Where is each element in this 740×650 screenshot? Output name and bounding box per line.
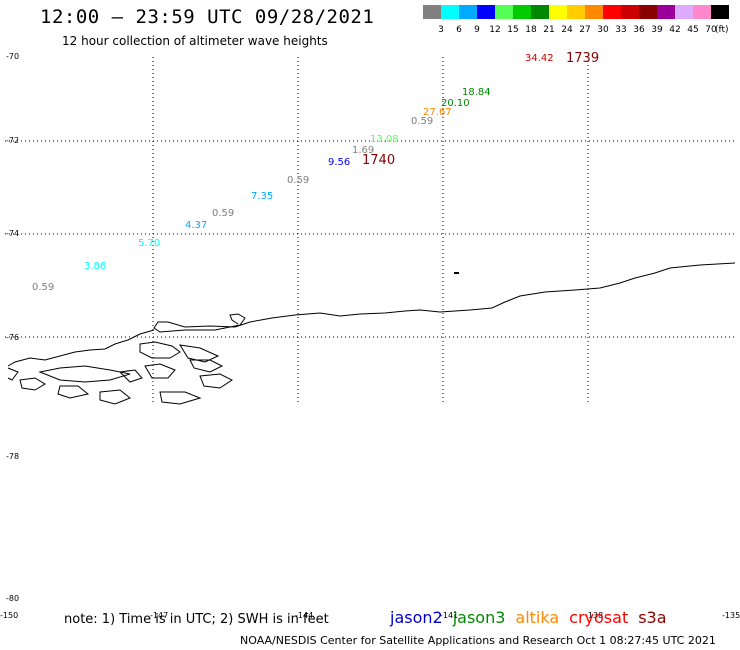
- legend-swatch: [603, 5, 621, 19]
- wave-height-label: 1.69: [352, 145, 374, 156]
- legend-label: 9: [474, 25, 480, 35]
- legend-label: 45: [687, 25, 698, 35]
- ice-island-5: [199, 373, 233, 389]
- latitude-label: -74: [6, 229, 19, 238]
- coastline-main: [153, 262, 736, 333]
- satellite-jason3: jason3: [452, 608, 506, 627]
- wave-height-label: 1740: [362, 153, 395, 168]
- legend-label: 42: [669, 25, 680, 35]
- wave-height-label: 0.59: [212, 208, 234, 219]
- map-subtitle: 12 hour collection of altimeter wave hei…: [62, 34, 328, 48]
- legend-swatch: [477, 5, 495, 19]
- legend-label: 30: [597, 25, 609, 35]
- wave-height-label: 34.42: [525, 53, 554, 64]
- wave-height-label: 7.35: [251, 191, 273, 202]
- wave-height-label: 18.84: [462, 87, 491, 98]
- ice-island-10: [7, 367, 19, 381]
- satellite-legend: jason2 jason3 altika cryosat s3a: [390, 608, 677, 627]
- legend-swatch: [513, 5, 531, 19]
- latitude-label: -80: [6, 594, 19, 603]
- ice-island-2: [179, 344, 220, 363]
- legend-swatch: [711, 5, 729, 19]
- longitude-label: -144: [295, 611, 313, 620]
- ice-island-4: [144, 363, 176, 379]
- wave-height-label: 13.08: [370, 134, 399, 145]
- wave-height-label: 5.70: [138, 238, 160, 249]
- footnote: note: 1) Time is in UTC; 2) SWH is in fe…: [64, 612, 329, 627]
- legend-swatch: [639, 5, 657, 19]
- wave-height-label: 3.86: [84, 261, 106, 272]
- legend-swatch: [657, 5, 675, 19]
- latitude-label: -70: [6, 52, 19, 61]
- islet: [454, 272, 459, 274]
- legend-swatch: [549, 5, 567, 19]
- legend-swatch: [423, 5, 441, 19]
- legend-swatch: [693, 5, 711, 19]
- legend-label: 12: [489, 25, 500, 35]
- legend-label: 21: [543, 25, 554, 35]
- satellite-jason2: jason2: [390, 608, 443, 627]
- coastline-shelf: [7, 329, 155, 367]
- ice-island-12: [189, 359, 224, 373]
- legend-swatch: [567, 5, 585, 19]
- ice-island-3: [38, 365, 131, 383]
- legend-swatch: [459, 5, 477, 19]
- wave-height-label: 4.37: [185, 220, 207, 231]
- wave-height-label: 0.59: [411, 116, 433, 127]
- axis-labels: -70 -72 -74 -76 -78 -80 -150 -147 -144 -141 -138 -1…: [0, 52, 740, 620]
- wave-height-label: 1739: [566, 51, 599, 66]
- ice-island-1: [139, 341, 181, 359]
- latitude-label: -72: [6, 136, 19, 145]
- legend-label: 6: [456, 25, 462, 35]
- ice-island-11: [118, 369, 143, 383]
- legend-label: 18: [525, 25, 537, 35]
- legend-label: 33: [615, 25, 626, 35]
- legend-swatch: [531, 5, 549, 19]
- wave-height-label: 20.10: [441, 98, 470, 109]
- wave-height-label: 0.59: [32, 282, 54, 293]
- legend-swatch: [441, 5, 459, 19]
- longitude-label: -135: [722, 611, 740, 620]
- longitude-label: -138: [585, 611, 603, 620]
- legend-label: 27: [579, 25, 590, 35]
- longitude-label: -141: [440, 611, 458, 620]
- legend-swatch: [495, 5, 513, 19]
- wave-height-label: 27.67: [423, 107, 452, 118]
- latitude-label: -78: [6, 452, 19, 461]
- legend-label: 24: [561, 25, 573, 35]
- legend-swatch: [675, 5, 693, 19]
- legend-label: 15: [507, 25, 518, 35]
- ice-island-7: [99, 389, 131, 405]
- wave-height-label: 9.56: [328, 157, 350, 168]
- longitude-label: -150: [0, 611, 18, 620]
- satellite-s3a: s3a: [638, 608, 667, 627]
- legend-label: 39: [651, 25, 663, 35]
- wave-height-label: 0.59: [287, 175, 309, 186]
- legend-label: 3: [438, 25, 444, 35]
- observations: 34.42 173918.8420.1027.670.5913.081.699.5…: [32, 51, 599, 293]
- ice-island-6: [19, 377, 46, 391]
- coastline: [7, 262, 736, 405]
- legend-label: 70: [705, 25, 717, 35]
- satellite-cryosat: cryosat: [569, 608, 629, 627]
- graticule: [5, 57, 735, 405]
- credit-line: NOAA/NESDIS Center for Satellite Applica…: [240, 634, 716, 647]
- color-legend: 3 6 9 12 15 18 21 24 27 30 33 36 39 42 45 70(ft): [423, 5, 729, 35]
- ice-island-9: [57, 385, 90, 399]
- longitude-label: -147: [150, 611, 168, 620]
- legend-swatch: [585, 5, 603, 19]
- legend-label: 36: [633, 25, 645, 35]
- legend-unit: (ft): [715, 25, 729, 35]
- ice-island-8: [159, 391, 202, 405]
- map-title: 12:00 – 23:59 UTC 09/28/2021: [40, 6, 375, 28]
- satellite-altika: altika: [515, 608, 560, 627]
- latitude-label: -76: [6, 333, 19, 342]
- legend-swatch: [621, 5, 639, 19]
